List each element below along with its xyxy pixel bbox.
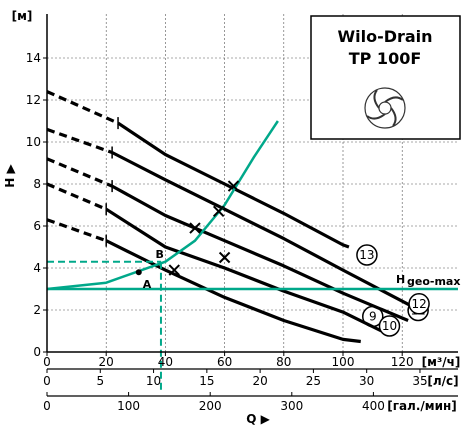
- x-mark: [212, 205, 225, 218]
- y-axis-label: H ▶: [3, 164, 17, 188]
- curve-12: [111, 151, 412, 308]
- y-tick-label: 6: [33, 219, 41, 233]
- x-tick-label-ls: 25: [306, 374, 321, 388]
- hgeo-label: H: [396, 273, 405, 286]
- chart-title: Wilo-Drain: [337, 27, 432, 46]
- x-tick-label-gpm: 100: [117, 399, 140, 413]
- chart-marks: AB: [135, 180, 240, 291]
- curve-label-circle-10: [378, 315, 401, 337]
- y-tick-label: 0: [33, 345, 41, 359]
- curve-13-dashed: [46, 90, 119, 125]
- title-box: Wilo-Drain TP 100F: [310, 15, 461, 140]
- curve-9-dashed: [46, 218, 107, 243]
- y-tick-label: 4: [33, 261, 41, 275]
- curve-13: [117, 121, 350, 249]
- y-tick-label: 14: [26, 51, 41, 65]
- x-tick-label-m3h: 40: [158, 355, 173, 369]
- x-tick-label-m3h: 120: [391, 355, 414, 369]
- x-tick-label-gpm: 400: [362, 399, 385, 413]
- point-a-dot: [135, 269, 142, 276]
- system-curve: [46, 120, 279, 291]
- curve-11: [111, 184, 409, 322]
- x-mark: [168, 264, 180, 276]
- x-tick-label-m3h: 20: [99, 355, 114, 369]
- x-tick-label-m3h: 80: [276, 355, 291, 369]
- curve-12-dashed: [46, 127, 113, 155]
- x-unit-ls: [л/с]: [427, 374, 458, 388]
- curve-11-dashed: [46, 157, 113, 188]
- y-tick-label: 10: [26, 135, 41, 149]
- curve-10-dashed: [46, 182, 107, 211]
- curve-label-circle-13: [356, 244, 378, 266]
- point-a-label: A: [143, 278, 152, 291]
- x-tick-label-ls: 30: [359, 374, 374, 388]
- curve-label-13: 13: [359, 248, 374, 262]
- x-tick-label-gpm: 200: [199, 399, 222, 413]
- x-tick-label-ls: 10: [146, 374, 161, 388]
- point-b-label: B: [155, 248, 163, 261]
- x-axis-label: Q ▶: [246, 412, 270, 426]
- curve-10: [105, 207, 383, 333]
- x-tick-label-m3h: 100: [332, 355, 355, 369]
- curve-label-10: 10: [382, 319, 397, 333]
- x-mark: [227, 180, 240, 192]
- curve-label-circle-12: [408, 293, 430, 315]
- curve-label-12: 12: [411, 297, 426, 311]
- x-unit-gpm: [гал./мин]: [387, 399, 457, 413]
- x-tick-label-gpm: 0: [43, 399, 51, 413]
- x-tick-label-gpm: 300: [280, 399, 303, 413]
- y-tick-label: 8: [33, 177, 41, 191]
- curve-label-9: 9: [369, 310, 377, 324]
- x-tick-label-ls: 15: [199, 374, 214, 388]
- x-tick-label-m3h: 60: [217, 355, 232, 369]
- x-unit-m3h: [м³/ч]: [422, 355, 461, 369]
- hgeo-sub: geo-max: [407, 275, 460, 288]
- x-tick-label-ls: 5: [96, 374, 104, 388]
- x-mark: [189, 222, 201, 234]
- pump-curves: 910111213: [46, 90, 430, 344]
- x-mark: [218, 251, 231, 264]
- y-unit: [м]: [12, 9, 33, 23]
- y-tick-label: 12: [26, 93, 41, 107]
- chart-subtitle: TP 100F: [349, 49, 422, 68]
- x-tick-label-ls: 0: [43, 374, 51, 388]
- x-tick-label-ls: 20: [252, 374, 267, 388]
- impeller-icon: [364, 87, 406, 129]
- x-tick-label-m3h: 0: [43, 355, 51, 369]
- x-tick-label-ls: 35: [412, 374, 427, 388]
- y-tick-label: 2: [33, 303, 41, 317]
